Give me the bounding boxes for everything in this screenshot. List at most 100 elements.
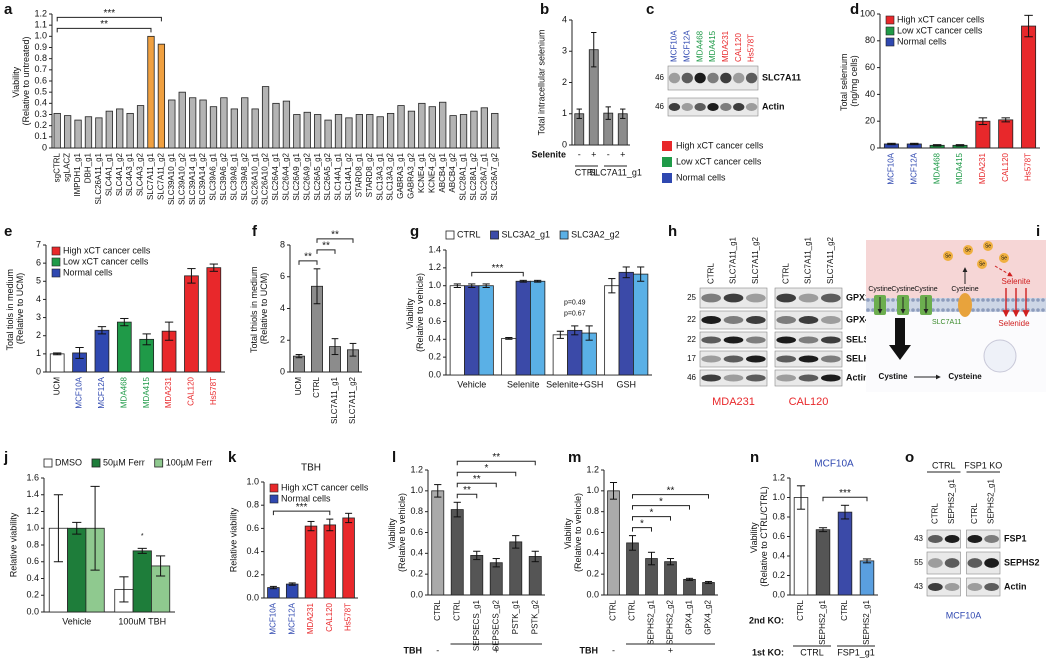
y-tick-label: 0.8	[34, 53, 47, 63]
y-tick-label: 40	[865, 89, 875, 99]
bar	[618, 271, 634, 376]
x-tick-label: KCNE4_g2	[427, 152, 436, 193]
x-tick-label: SLC26A10_g2	[261, 152, 270, 205]
x-tick-label: ABCB4_g1	[438, 152, 447, 192]
x-tick-label: SLC26A7_g1	[479, 152, 488, 200]
band-label: FSP1	[1004, 533, 1027, 543]
blot-band	[694, 103, 706, 111]
blot-band	[701, 355, 721, 363]
blot-band	[707, 103, 719, 111]
blot-band	[701, 293, 721, 303]
blot-strip	[926, 529, 961, 549]
blot-band	[967, 558, 983, 568]
lipid-head	[886, 308, 890, 312]
y-axis-label: Relative viability	[8, 512, 18, 577]
blot-band	[821, 374, 841, 382]
bar	[793, 497, 809, 596]
lipid-head	[1026, 308, 1030, 312]
lipid-head	[971, 308, 975, 312]
bar	[702, 582, 715, 596]
legend-swatch	[51, 257, 61, 267]
bar	[116, 321, 132, 373]
cysteine-label: Cysteine	[951, 286, 978, 293]
x-tick-label: CTRL	[840, 599, 849, 620]
blot-band	[668, 72, 681, 84]
blot-band	[944, 558, 960, 568]
blot-band	[821, 355, 841, 363]
legend-label: Normal cells	[281, 493, 331, 503]
x-tick-label: Hs578T	[209, 377, 218, 405]
group-label: CAL120	[789, 396, 829, 408]
bar	[626, 542, 639, 596]
y-tick-label: 0.4	[34, 98, 47, 108]
panel-letter: m	[568, 449, 581, 466]
lipid-head	[1026, 298, 1030, 302]
x-tick-label: SEPHS2_g1	[647, 599, 656, 644]
blot-band	[723, 355, 744, 363]
band-label: GPX1	[846, 292, 870, 302]
blot-band	[723, 316, 744, 324]
x-tick-label: SLC13A3_g2	[386, 152, 395, 200]
category-row-label: Selenite	[531, 149, 566, 159]
x-tick-label: SLC4A1_g1	[104, 152, 113, 196]
lipid-head	[951, 298, 955, 302]
blot-band	[798, 316, 819, 324]
y-tick-label: 60	[865, 62, 875, 72]
x-tick-label: SLC39A10_g1	[167, 152, 176, 205]
se-label: Se	[1001, 255, 1007, 261]
lane-label: SLC7A11_g2	[826, 236, 835, 284]
legend-swatch	[154, 458, 164, 468]
x-tick-label: SLC7A11_g2	[348, 376, 357, 424]
blot-band	[776, 355, 796, 363]
y-tick-label: 4	[36, 294, 41, 304]
band-label: SELS	[846, 334, 870, 344]
group-label: MDA231	[712, 396, 755, 408]
lane-label: MDA468	[695, 30, 704, 62]
significance-label: **	[667, 485, 675, 496]
y-tick-label: 1.0	[26, 523, 39, 533]
x-tick-label: SLC13A3_g1	[375, 152, 384, 200]
lipid-head	[1041, 298, 1045, 302]
y-tick-label: 0	[280, 366, 285, 376]
significance-bracket	[822, 496, 868, 502]
y-tick-label: 0.1	[34, 131, 47, 141]
x-tick-label: CTRL	[452, 599, 461, 620]
legend-swatch	[662, 173, 672, 183]
x-tick-label: MCF12A	[97, 376, 106, 408]
bar	[815, 529, 831, 596]
x-tick-label: SLC7A11_g2	[157, 152, 166, 200]
y-tick-label: 0.4	[428, 334, 441, 344]
lane-label: MDA415	[708, 30, 717, 62]
lane-label: CTRL	[970, 503, 979, 524]
blot-band	[776, 336, 796, 344]
y-tick-label: 2	[562, 77, 567, 87]
lane-label: SEPHS2_g1	[987, 479, 996, 524]
bar	[470, 110, 478, 149]
blot-band	[681, 103, 693, 111]
bar	[189, 97, 197, 149]
lane-label: CTRL	[930, 503, 939, 524]
lipid-head	[1016, 308, 1020, 312]
x-tick-label: MDA415	[142, 376, 151, 408]
x-tick-label: SLC26A9_g1	[292, 152, 301, 200]
y-tick-label: 0	[870, 142, 875, 152]
bar	[94, 329, 110, 373]
bar	[464, 285, 480, 376]
lane-label: SLC7A11_g2	[751, 236, 760, 284]
bar	[136, 105, 145, 149]
y-tick-label: 1.2	[772, 472, 785, 482]
x-tick-label: SLC26A5_g2	[323, 152, 332, 200]
lipid-head	[1021, 298, 1025, 302]
x-tick-label: Hs578T	[344, 603, 353, 631]
blot-band	[928, 535, 943, 543]
x-tick-label: MCF10A	[75, 376, 84, 408]
blot-strip	[966, 551, 1001, 575]
x-tick-label: SLC4A1_g2	[115, 152, 124, 196]
panel-letter: f	[252, 223, 258, 240]
x-tick-label: Vehicle	[457, 379, 486, 389]
lipid-head	[1001, 308, 1005, 312]
bar	[607, 490, 620, 596]
y-tick-label: 4	[562, 14, 567, 24]
lipid-head	[991, 308, 995, 312]
